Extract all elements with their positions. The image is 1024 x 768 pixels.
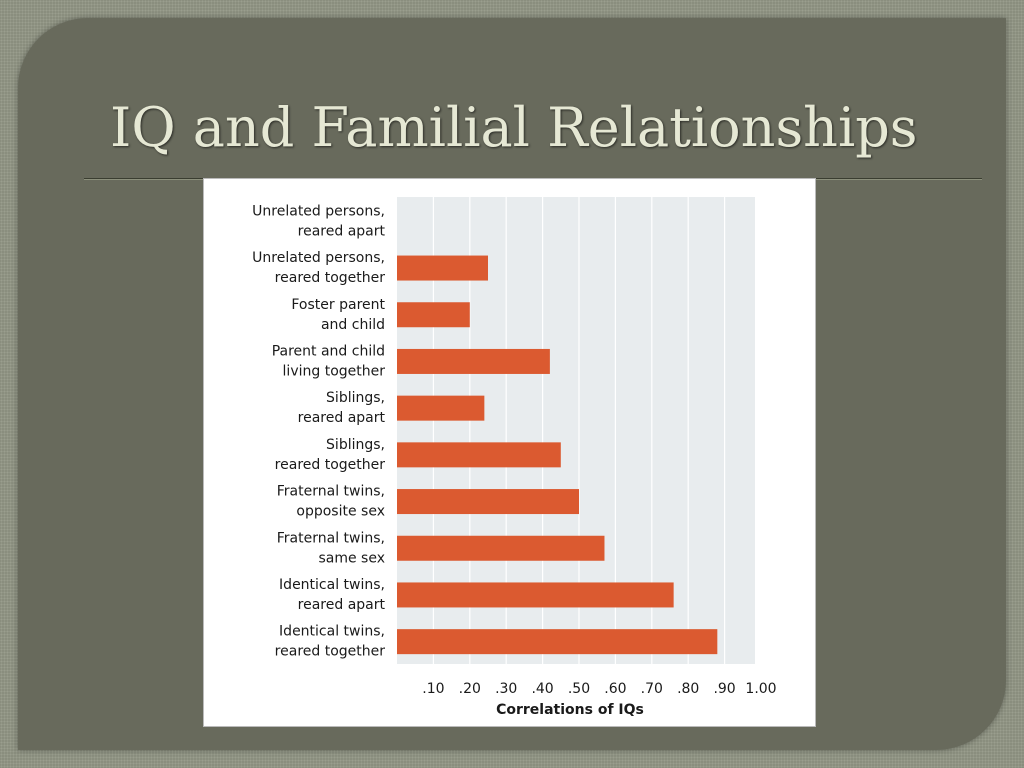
category-label-3-line-2: and child (321, 317, 385, 333)
x-tick-labels: .10 .20 .30 .40 .50 .60 .70 .80 .90 1.00 (422, 681, 776, 697)
category-label-7-line-1: Fraternal twins, (277, 484, 385, 500)
x-tick-label-9: .90 (713, 681, 735, 697)
category-label-2-line-2: reared together (275, 270, 386, 286)
bar-10 (397, 629, 718, 655)
category-label-1-line-2: reared apart (298, 223, 386, 239)
bar-9 (397, 582, 674, 608)
bar-6 (397, 442, 561, 468)
bar-3 (397, 302, 470, 328)
bar-2 (397, 255, 488, 281)
x-tick-label-8: .80 (677, 681, 699, 697)
x-tick-label-3: .30 (495, 681, 517, 697)
slide-title: IQ and Familial Relationships (110, 96, 918, 159)
iq-correlation-bar-chart: Unrelated persons, reared apart Unrelated … (252, 197, 777, 718)
x-axis-label: Correlations of IQs (496, 702, 644, 718)
chart-container: Unrelated persons, reared apart Unrelated … (203, 178, 816, 727)
category-label-8-line-1: Fraternal twins, (277, 530, 385, 546)
category-label-5-line-1: Siblings, (326, 390, 385, 406)
category-labels: Unrelated persons, reared apart Unrelated … (252, 203, 385, 659)
category-label-7-line-2: opposite sex (296, 504, 385, 520)
x-tick-label-4: .40 (531, 681, 553, 697)
category-label-1-line-1: Unrelated persons, (252, 203, 385, 219)
bar-4 (397, 348, 550, 374)
x-tick-label-2: .20 (459, 681, 481, 697)
category-label-10-line-1: Identical twins, (279, 624, 385, 640)
category-label-8-line-2: same sex (318, 550, 385, 566)
category-label-6-line-1: Siblings, (326, 437, 385, 453)
x-tick-label-6: .60 (604, 681, 626, 697)
category-label-4-line-2: living together (283, 363, 386, 379)
category-label-10-line-2: reared together (275, 644, 386, 660)
x-tick-label-5: .50 (568, 681, 590, 697)
category-label-9-line-1: Identical twins, (279, 577, 385, 593)
bar-8 (397, 535, 605, 561)
category-label-4-line-1: Parent and child (272, 343, 385, 359)
bar-7 (397, 489, 579, 515)
x-tick-label-1: .10 (422, 681, 444, 697)
bar-5 (397, 395, 485, 421)
category-label-3-line-1: Foster parent (291, 297, 385, 313)
category-label-9-line-2: reared apart (298, 597, 386, 613)
category-label-2-line-1: Unrelated persons, (252, 250, 385, 266)
x-tick-label-7: .70 (641, 681, 663, 697)
x-tick-label-10: 1.00 (745, 681, 776, 697)
bars (397, 255, 718, 655)
category-label-5-line-2: reared apart (298, 410, 386, 426)
category-label-6-line-2: reared together (275, 457, 386, 473)
